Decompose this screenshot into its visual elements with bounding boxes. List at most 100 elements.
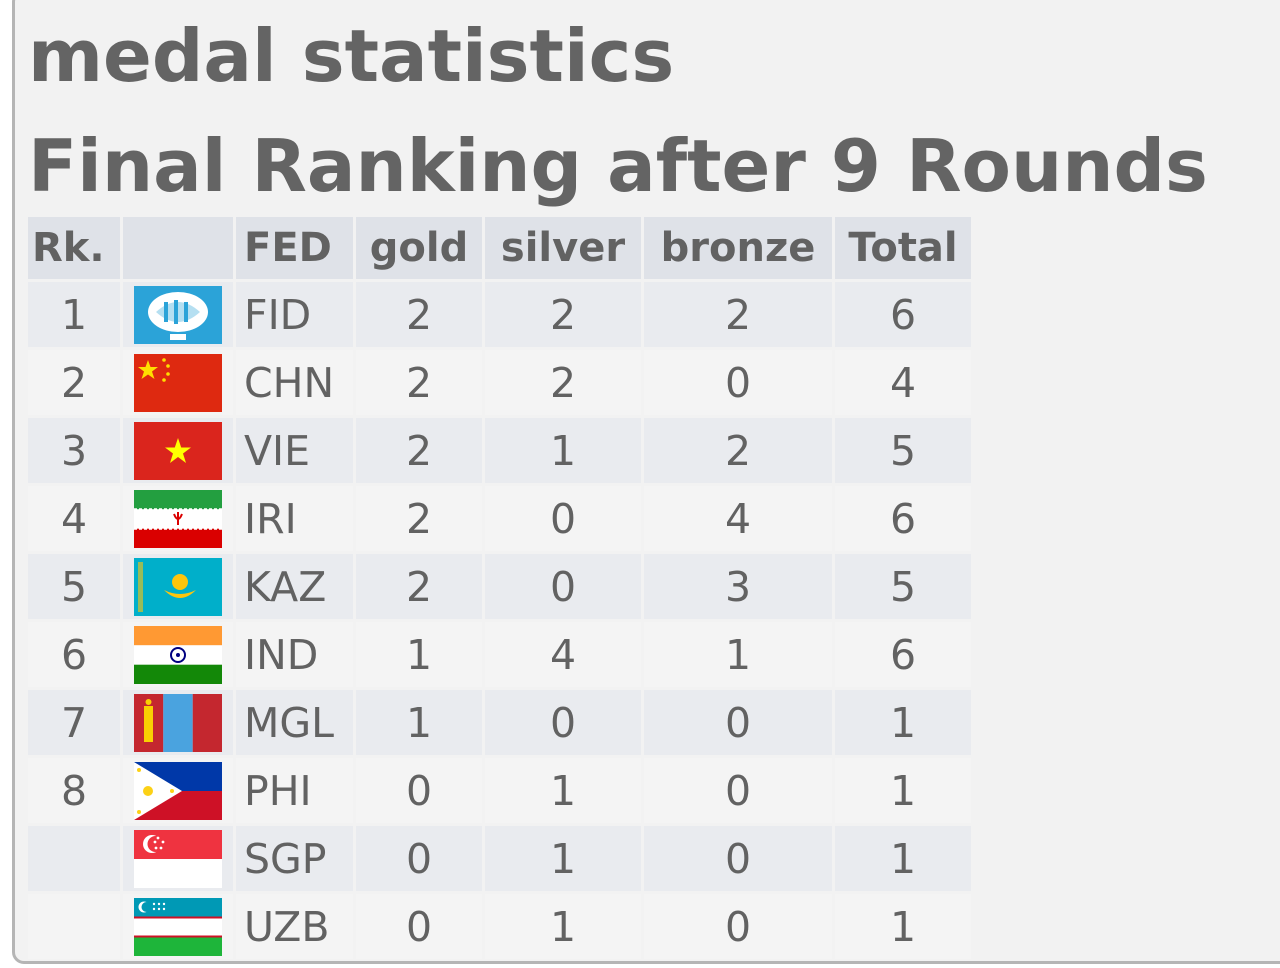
bronze-cell: 0 xyxy=(644,894,832,959)
table-row: 8 PHI 0 1 0 1 xyxy=(28,758,971,823)
column-header-gold: gold xyxy=(356,217,482,279)
flag-cell xyxy=(123,350,233,415)
fed-cell: SGP xyxy=(236,826,353,891)
flag-cell xyxy=(123,554,233,619)
silver-cell: 1 xyxy=(485,758,641,823)
flag-cell xyxy=(123,758,233,823)
singapore-flag-icon xyxy=(134,829,222,888)
rank-cell: 4 xyxy=(28,486,120,551)
fed-cell: MGL xyxy=(236,690,353,755)
silver-cell: 4 xyxy=(485,622,641,687)
flag-cell xyxy=(123,622,233,687)
bronze-cell: 2 xyxy=(644,282,832,347)
table-row: 2 CHN 2 2 0 4 xyxy=(28,350,971,415)
flag-cell xyxy=(123,690,233,755)
silver-cell: 2 xyxy=(485,350,641,415)
rank-cell: 6 xyxy=(28,622,120,687)
column-header-rank: Rk. xyxy=(28,217,120,279)
fed-cell: CHN xyxy=(236,350,353,415)
gold-cell: 0 xyxy=(356,758,482,823)
fide-flag-icon xyxy=(134,285,222,344)
mongolia-flag-icon xyxy=(134,693,222,752)
kazakhstan-flag-icon xyxy=(134,557,222,616)
flag-cell xyxy=(123,486,233,551)
table-row: UZB 0 1 0 1 xyxy=(28,894,971,959)
table-row: 7 MGL 1 0 0 1 xyxy=(28,690,971,755)
column-header-bronze: bronze xyxy=(644,217,832,279)
fed-cell: FID xyxy=(236,282,353,347)
fed-cell: IND xyxy=(236,622,353,687)
column-header-fed: FED xyxy=(236,217,353,279)
philippines-flag-icon xyxy=(134,761,222,820)
silver-cell: 0 xyxy=(485,486,641,551)
gold-cell: 2 xyxy=(356,418,482,483)
fed-cell: PHI xyxy=(236,758,353,823)
bronze-cell: 3 xyxy=(644,554,832,619)
total-cell: 1 xyxy=(835,894,971,959)
vietnam-flag-icon xyxy=(134,421,222,480)
table-row: 5 KAZ 2 0 3 5 xyxy=(28,554,971,619)
fed-cell: IRI xyxy=(236,486,353,551)
total-cell: 6 xyxy=(835,486,971,551)
table-header-row: Rk. FED gold silver bronze Total xyxy=(28,217,971,279)
gold-cell: 0 xyxy=(356,826,482,891)
total-cell: 5 xyxy=(835,418,971,483)
gold-cell: 2 xyxy=(356,486,482,551)
rank-cell: 3 xyxy=(28,418,120,483)
gold-cell: 2 xyxy=(356,350,482,415)
gold-cell: 1 xyxy=(356,622,482,687)
flag-cell xyxy=(123,826,233,891)
fed-cell: UZB xyxy=(236,894,353,959)
bronze-cell: 2 xyxy=(644,418,832,483)
bronze-cell: 4 xyxy=(644,486,832,551)
total-cell: 1 xyxy=(835,758,971,823)
bronze-cell: 1 xyxy=(644,622,832,687)
gold-cell: 2 xyxy=(356,554,482,619)
gold-cell: 2 xyxy=(356,282,482,347)
flag-cell xyxy=(123,418,233,483)
silver-cell: 0 xyxy=(485,554,641,619)
medal-table: Rk. FED gold silver bronze Total 1 FID 2 2 2… xyxy=(25,214,974,962)
rank-cell: 1 xyxy=(28,282,120,347)
china-flag-icon xyxy=(134,353,222,412)
bronze-cell: 0 xyxy=(644,350,832,415)
rank-cell: 7 xyxy=(28,690,120,755)
silver-cell: 1 xyxy=(485,418,641,483)
silver-cell: 1 xyxy=(485,894,641,959)
iran-flag-icon xyxy=(134,489,222,548)
table-row: 4 IRI 2 0 4 6 xyxy=(28,486,971,551)
total-cell: 1 xyxy=(835,690,971,755)
rank-cell xyxy=(28,894,120,959)
column-header-total: Total xyxy=(835,217,971,279)
silver-cell: 1 xyxy=(485,826,641,891)
gold-cell: 1 xyxy=(356,690,482,755)
table-row: 6 IND 1 4 1 6 xyxy=(28,622,971,687)
uzbekistan-flag-icon xyxy=(134,897,222,956)
fed-cell: VIE xyxy=(236,418,353,483)
column-header-flag xyxy=(123,217,233,279)
page-subtitle: Final Ranking after 9 Rounds xyxy=(28,124,1208,208)
rank-cell: 8 xyxy=(28,758,120,823)
silver-cell: 0 xyxy=(485,690,641,755)
bronze-cell: 0 xyxy=(644,690,832,755)
rank-cell: 2 xyxy=(28,350,120,415)
bronze-cell: 0 xyxy=(644,826,832,891)
table-row: 3 VIE 2 1 2 5 xyxy=(28,418,971,483)
table-row: 1 FID 2 2 2 6 xyxy=(28,282,971,347)
india-flag-icon xyxy=(134,625,222,684)
column-header-silver: silver xyxy=(485,217,641,279)
gold-cell: 0 xyxy=(356,894,482,959)
rank-cell: 5 xyxy=(28,554,120,619)
total-cell: 1 xyxy=(835,826,971,891)
flag-cell xyxy=(123,894,233,959)
page-title: medal statistics xyxy=(28,14,675,98)
flag-cell xyxy=(123,282,233,347)
rank-cell xyxy=(28,826,120,891)
total-cell: 6 xyxy=(835,282,971,347)
fed-cell: KAZ xyxy=(236,554,353,619)
table-row: SGP 0 1 0 1 xyxy=(28,826,971,891)
bronze-cell: 0 xyxy=(644,758,832,823)
total-cell: 6 xyxy=(835,622,971,687)
total-cell: 5 xyxy=(835,554,971,619)
silver-cell: 2 xyxy=(485,282,641,347)
